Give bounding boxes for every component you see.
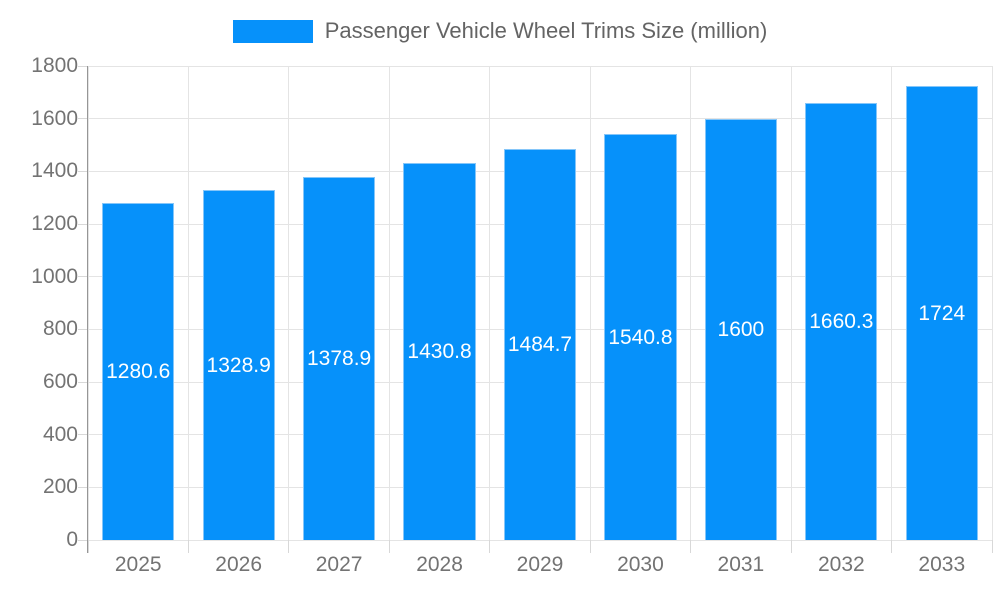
bar[interactable]: 1540.8 xyxy=(604,134,677,540)
x-axis-tick-mark xyxy=(991,540,993,553)
y-axis-tick-label: 200 xyxy=(42,475,78,499)
y-axis-tick-mark xyxy=(78,328,87,330)
y-axis-tick-mark xyxy=(78,539,87,541)
x-axis-tick-label: 2026 xyxy=(215,553,263,576)
gridline-horizontal xyxy=(88,539,992,541)
x-axis-tick-label: 2028 xyxy=(416,553,463,576)
gridline-vertical xyxy=(790,66,792,540)
x-axis-tick-mark xyxy=(690,540,692,553)
y-axis-tick-mark xyxy=(78,276,87,278)
chart-legend: Passenger Vehicle Wheel Trims Size (mill… xyxy=(0,18,1000,44)
y-axis-tick-mark xyxy=(78,223,87,225)
gridline-vertical xyxy=(489,66,491,540)
y-axis-tick-label: 1800 xyxy=(31,54,78,77)
x-axis-tick-mark xyxy=(87,540,89,553)
x-axis-tick-label: 2032 xyxy=(817,553,865,576)
bar-value-label: 1600 xyxy=(717,317,765,341)
gridline-vertical xyxy=(87,66,89,540)
x-axis-tick-label: 2030 xyxy=(617,553,664,576)
gridline-vertical xyxy=(991,66,993,540)
bar-value-label: 1280.6 xyxy=(106,359,171,383)
gridline-vertical xyxy=(288,66,290,540)
bar[interactable]: 1724 xyxy=(905,86,978,540)
bar[interactable]: 1280.6 xyxy=(102,202,175,540)
bar-value-label: 1328.9 xyxy=(206,353,271,377)
x-axis-tick-label: 2027 xyxy=(315,553,363,576)
bar[interactable]: 1328.9 xyxy=(202,190,275,540)
legend-swatch-icon xyxy=(232,19,313,43)
y-axis-tick-mark xyxy=(78,170,87,172)
gridline-horizontal xyxy=(88,118,992,120)
bar[interactable]: 1378.9 xyxy=(302,176,376,540)
bar[interactable]: 1484.7 xyxy=(503,149,577,540)
y-axis-tick-label: 0 xyxy=(66,528,78,551)
gridline-vertical xyxy=(187,66,189,540)
plot-area: 0 200 400 600 800 1000 1200 1400 1600 1800 1280.6 2… xyxy=(31,54,993,576)
y-axis-tick-label: 1200 xyxy=(31,212,78,235)
y-axis-tick-label: 1600 xyxy=(31,106,78,130)
y-axis-tick-label: 800 xyxy=(42,317,78,341)
x-axis-tick-mark xyxy=(388,540,390,553)
x-axis-tick-label: 2025 xyxy=(114,553,162,576)
x-axis-tick-mark xyxy=(489,540,491,553)
gridline-horizontal xyxy=(88,65,992,67)
x-axis-tick-mark xyxy=(891,540,893,553)
y-axis-tick-mark xyxy=(78,118,87,120)
bar-value-label: 1724 xyxy=(918,301,966,325)
x-axis-tick-label: 2029 xyxy=(516,553,564,576)
bar-value-label: 1378.9 xyxy=(306,346,372,370)
bar-value-label: 1430.8 xyxy=(407,340,472,364)
bar[interactable]: 1660.3 xyxy=(805,102,878,540)
bar[interactable]: 1600 xyxy=(704,118,778,540)
legend-item[interactable]: Passenger Vehicle Wheel Trims Size (mill… xyxy=(232,18,768,44)
x-axis-tick-mark xyxy=(288,540,290,553)
bar-value-label: 1484.7 xyxy=(507,333,573,357)
x-axis-tick-label: 2033 xyxy=(918,553,966,576)
legend-label: Passenger Vehicle Wheel Trims Size (mill… xyxy=(324,18,768,43)
x-axis-tick-mark xyxy=(589,540,591,553)
x-axis-tick-mark xyxy=(790,540,792,553)
y-axis-tick-mark xyxy=(78,434,87,436)
bar[interactable]: 1430.8 xyxy=(403,163,476,540)
y-axis-tick-label: 400 xyxy=(42,422,78,446)
y-axis-tick-mark xyxy=(78,65,87,67)
x-axis-tick-mark xyxy=(187,540,189,553)
y-axis-tick-mark xyxy=(78,486,87,488)
gridline-vertical xyxy=(589,66,591,540)
gridline-vertical xyxy=(388,66,390,540)
y-axis-tick-label: 1000 xyxy=(31,264,78,288)
bar-value-label: 1540.8 xyxy=(608,325,673,349)
y-axis-tick-label: 600 xyxy=(42,370,78,393)
gridline-vertical xyxy=(891,66,893,540)
x-axis-tick-label: 2031 xyxy=(717,553,765,576)
bar-value-label: 1660.3 xyxy=(809,309,874,333)
gridline-vertical xyxy=(690,66,692,540)
y-axis-tick-label: 1400 xyxy=(31,159,78,183)
y-axis-tick-mark xyxy=(78,381,87,383)
